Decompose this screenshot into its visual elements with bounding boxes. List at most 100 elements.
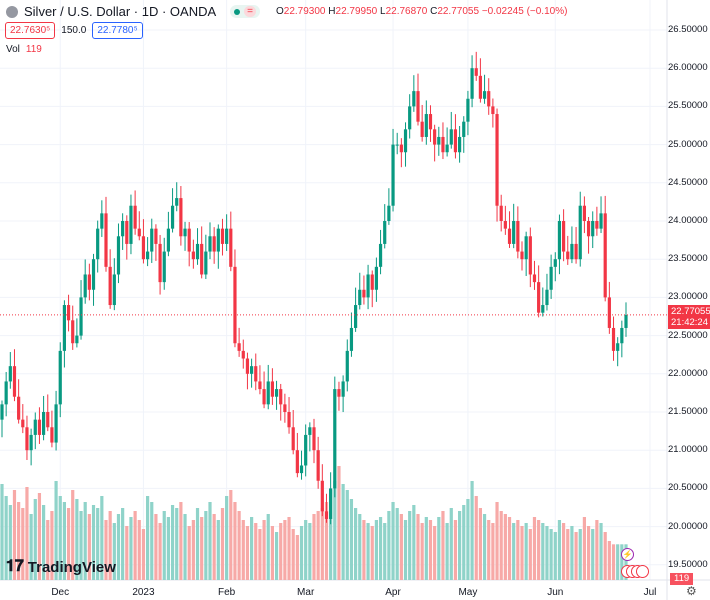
candle-body[interactable] [316,450,320,481]
candle-body[interactable] [133,205,137,229]
candle-body[interactable] [395,144,399,146]
candle-body[interactable] [524,236,528,260]
candle-body[interactable] [383,221,387,244]
candle-body[interactable] [258,381,262,390]
candle-body[interactable] [183,228,187,237]
candle-body[interactable] [58,350,62,405]
candle-body[interactable] [262,389,266,405]
candle-body[interactable] [154,228,158,244]
candle-body[interactable] [391,144,395,206]
candle-body[interactable] [96,228,100,260]
candle-body[interactable] [574,243,578,260]
candle-body[interactable] [204,251,208,275]
candle-body[interactable] [283,404,287,412]
candle-body[interactable] [324,511,329,519]
candle-body[interactable] [17,396,21,420]
candle-body[interactable] [100,213,104,229]
candle-body[interactable] [624,314,628,328]
candle-body[interactable] [299,465,304,474]
candle-body[interactable] [503,221,507,229]
candle-body[interactable] [245,358,250,374]
candle-body[interactable] [562,221,566,252]
candle-body[interactable] [79,297,83,336]
candle-body[interactable] [200,243,204,275]
candle-body[interactable] [495,114,499,206]
candle-body[interactable] [320,480,324,512]
candle-body[interactable] [233,266,237,344]
candle-body[interactable] [607,297,611,328]
candle-body[interactable] [433,129,437,145]
candle-body[interactable] [295,450,299,474]
candle-body[interactable] [420,121,424,137]
candle-body[interactable] [466,98,470,122]
candle-body[interactable] [208,236,212,252]
candle-body[interactable] [162,251,166,283]
candle-body[interactable] [378,243,383,267]
candle-body[interactable] [0,404,4,420]
candle-body[interactable] [428,114,433,130]
candle-body[interactable] [312,427,316,451]
candle-body[interactable] [370,274,374,290]
candle-body[interactable] [54,404,58,443]
candle-body[interactable] [416,91,420,122]
candle-body[interactable] [520,251,524,260]
candle-body[interactable] [220,228,225,244]
candle-body[interactable] [491,106,495,115]
candle-body[interactable] [528,236,532,275]
candle-body[interactable] [254,366,258,382]
candle-body[interactable] [557,221,562,260]
flash-event-icon[interactable]: ⚡ [621,548,634,561]
candle-body[interactable] [229,228,233,267]
candle-body[interactable] [108,266,112,306]
candle-body[interactable] [566,251,570,260]
candle-body[interactable] [578,205,582,260]
candle-body[interactable] [141,236,146,260]
candle-body[interactable] [166,228,170,252]
candle-body[interactable] [620,327,624,344]
candle-body[interactable] [453,129,458,153]
economic-event-icon[interactable] [636,565,649,578]
candle-body[interactable] [241,350,245,359]
candle-body[interactable] [71,320,75,344]
candle-body[interactable] [21,419,25,428]
candle-body[interactable] [291,427,295,451]
candle-body[interactable] [104,213,108,267]
candle-body[interactable] [541,305,545,313]
candle-body[interactable] [611,327,616,351]
market-status[interactable]: = [230,5,260,18]
candle-body[interactable] [62,305,66,351]
candle-body[interactable] [591,221,595,237]
candle-body[interactable] [116,236,121,275]
candle-body[interactable] [599,213,603,229]
candle-body[interactable] [549,266,553,290]
candle-body[interactable] [50,427,54,443]
candle-body[interactable] [158,243,162,283]
candle-body[interactable] [237,343,241,351]
candle-body[interactable] [66,305,71,321]
candle-body[interactable] [358,289,362,306]
candle-body[interactable] [129,205,133,244]
candle-body[interactable] [29,434,33,451]
candle-body[interactable] [279,389,283,405]
candle-body[interactable] [512,221,516,244]
candle-body[interactable] [449,129,453,145]
candle-body[interactable] [150,228,154,252]
candle-body[interactable] [270,381,274,397]
candle-body[interactable] [125,221,129,244]
candle-body[interactable] [341,381,345,397]
candle-body[interactable] [487,91,491,107]
candle-body[interactable] [329,488,333,519]
candle-body[interactable] [437,136,441,145]
candle-body[interactable] [33,419,37,435]
candle-body[interactable] [146,251,150,260]
candle-body[interactable] [595,221,599,229]
candle-body[interactable] [462,121,466,137]
candle-body[interactable] [274,389,279,397]
candle-body[interactable] [83,274,87,298]
candle-body[interactable] [191,251,195,260]
candle-body[interactable] [12,366,17,397]
candle-body[interactable] [362,289,366,298]
candle-body[interactable] [333,389,337,489]
candle-body[interactable] [250,366,254,374]
